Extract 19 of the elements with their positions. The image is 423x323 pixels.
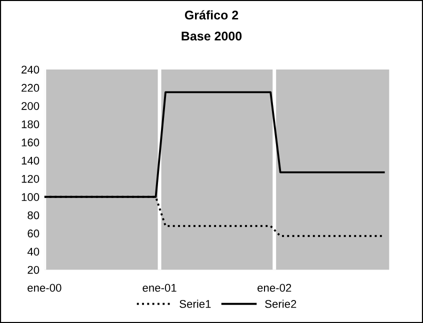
y-tick-label: 200	[22, 102, 40, 110]
legend-label: Serie2	[265, 300, 296, 308]
y-tick-label: 60	[28, 230, 40, 238]
y-tick-label: 220	[22, 84, 40, 92]
y-tick-label: 80	[28, 211, 40, 220]
x-tick-label: ene-01	[142, 284, 176, 292]
chart-title: Gráfico 2	[184, 10, 238, 20]
chart-subtitle: Base 2000	[182, 32, 242, 40]
y-tick-label: 100	[22, 193, 40, 202]
y-tick-label: 120	[22, 174, 40, 183]
x-tick-label: ene-00	[28, 284, 62, 292]
x-tick-label: ene-02	[258, 284, 292, 292]
y-tick-label: 160	[22, 138, 40, 146]
y-tick-label: 40	[27, 248, 40, 256]
y-tick-label: 20	[28, 266, 40, 274]
y-tick-label: 140	[22, 156, 40, 165]
y-tick-label: 180	[22, 120, 40, 128]
legend-label: Serie1	[180, 300, 211, 308]
y-tick-label: 240	[22, 66, 40, 74]
